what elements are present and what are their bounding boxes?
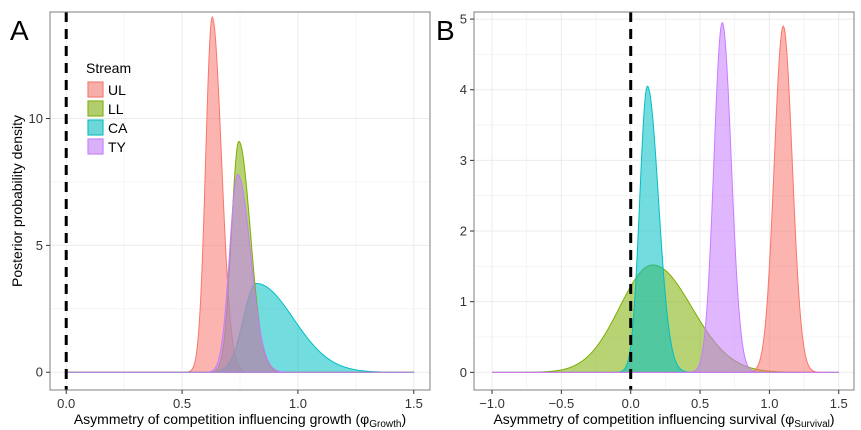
panel-b-y-tick-label-4: 4 (460, 82, 467, 97)
panel-a-y-tick-label-1: 5 (36, 238, 43, 253)
panel-b-y-tick-label-3: 3 (460, 153, 467, 168)
panel-a: 0.0 0.5 1.0 1.5 0 5 10 A Asymmetry of competi… (9, 11, 431, 430)
panel-b-y-tick-label-0: 0 (460, 365, 467, 380)
legend-title: Stream (86, 60, 131, 76)
panel-a-x-tick-label-3: 1.5 (405, 396, 423, 411)
legend-key-ul (87, 81, 104, 98)
panel-a-x-tick-label-0: 0.0 (57, 396, 75, 411)
panel-a-y-tick-label-0: 0 (36, 365, 43, 380)
legend-items: UL LL CA TY (87, 81, 128, 155)
panel-a-y-ticks: 0 5 10 (29, 111, 50, 380)
panel-a-density-ty (66, 173, 414, 373)
panel-b-y-tick-label-2: 2 (460, 224, 467, 239)
panel-b-y-ticks: 0 1 2 3 4 5 (460, 12, 474, 380)
legend: Stream UL LL CA TY (86, 60, 131, 155)
panel-b-border (473, 11, 855, 391)
panel-a-letter: A (10, 15, 29, 46)
panel-a-x-ticks: 0.0 0.5 1.0 1.5 (57, 390, 423, 411)
panel-a-y-tick-label-2: 10 (29, 111, 43, 126)
panel-b-x-tick-label-4: 1.0 (760, 396, 778, 411)
panel-b-x-tick-label-1: −0.5 (549, 396, 575, 411)
legend-key-ca (87, 119, 104, 136)
panel-b-x-tick-label-0: −1.0 (479, 396, 505, 411)
panel-a-x-axis-title: Asymmetry of competition influencing gro… (74, 411, 406, 430)
panel-a-series (66, 15, 415, 373)
legend-label-ty: TY (108, 139, 127, 155)
panel-b-x-tick-label-2: 0.0 (622, 396, 640, 411)
panel-b-x-axis-title: Asymmetry of competition influencing sur… (493, 411, 834, 430)
panel-a-x-tick-label-2: 1.0 (289, 396, 307, 411)
panel-b-x-tick-label-3: 0.5 (691, 396, 709, 411)
panel-b-x-tick-label-5: 1.5 (830, 396, 848, 411)
panel-b: −1.0 −0.5 0.0 0.5 1.0 1.5 0 1 2 3 4 5 B Asymmetry … (436, 11, 855, 430)
panel-b-x-ticks: −1.0 −0.5 0.0 0.5 1.0 1.5 (479, 390, 848, 411)
panel-b-y-tick-label-5: 5 (460, 12, 467, 27)
legend-key-ll (87, 100, 104, 117)
legend-label-ul: UL (108, 82, 126, 98)
panel-b-y-tick-label-1: 1 (460, 294, 467, 309)
panel-a-border (49, 11, 431, 391)
panel-a-y-axis-title: Posterior probability density (9, 115, 25, 287)
legend-key-ty (87, 138, 104, 155)
legend-label-ca: CA (108, 120, 128, 136)
panel-a-x-tick-label-1: 0.5 (173, 396, 191, 411)
panel-b-series (492, 22, 839, 373)
panel-b-density-ty (492, 22, 839, 373)
legend-label-ll: LL (108, 101, 124, 117)
panel-b-letter: B (436, 15, 455, 46)
